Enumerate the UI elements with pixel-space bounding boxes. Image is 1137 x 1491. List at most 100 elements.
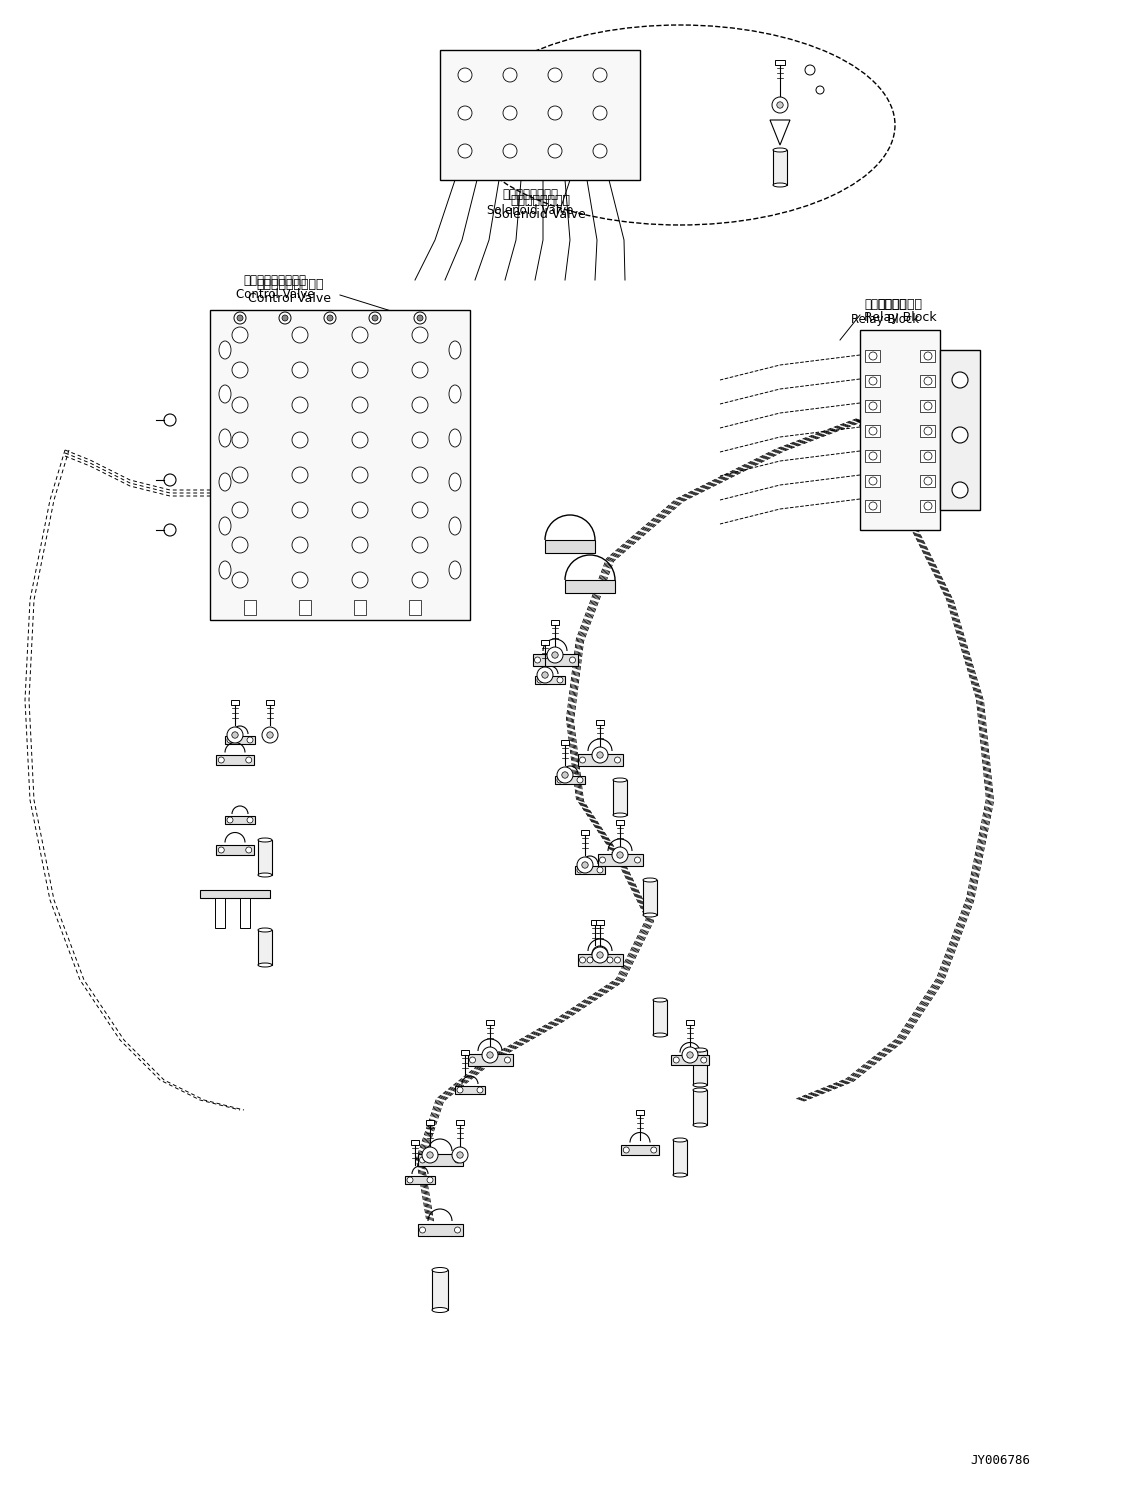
Circle shape bbox=[327, 315, 333, 321]
Bar bbox=[200, 890, 269, 898]
Circle shape bbox=[582, 862, 588, 868]
Circle shape bbox=[292, 327, 308, 343]
Circle shape bbox=[952, 426, 968, 443]
Bar bbox=[225, 816, 255, 825]
Bar bbox=[586, 956, 615, 965]
Circle shape bbox=[587, 957, 594, 963]
Circle shape bbox=[551, 652, 558, 658]
Circle shape bbox=[562, 772, 568, 778]
Bar bbox=[865, 400, 880, 412]
Bar bbox=[940, 350, 980, 510]
Circle shape bbox=[420, 1157, 425, 1163]
Bar bbox=[596, 920, 604, 924]
Bar bbox=[565, 580, 615, 592]
Ellipse shape bbox=[219, 385, 231, 403]
Ellipse shape bbox=[219, 561, 231, 579]
Circle shape bbox=[247, 737, 254, 743]
Ellipse shape bbox=[258, 963, 272, 968]
Ellipse shape bbox=[449, 473, 460, 491]
Circle shape bbox=[534, 658, 540, 663]
Circle shape bbox=[597, 751, 604, 759]
Bar bbox=[210, 310, 470, 620]
Circle shape bbox=[547, 647, 563, 663]
Circle shape bbox=[576, 777, 583, 783]
Circle shape bbox=[234, 312, 246, 324]
Bar bbox=[216, 754, 254, 765]
Circle shape bbox=[164, 474, 176, 486]
Circle shape bbox=[470, 1057, 475, 1063]
Ellipse shape bbox=[258, 838, 272, 842]
Circle shape bbox=[673, 1057, 679, 1063]
Ellipse shape bbox=[692, 1082, 707, 1087]
Ellipse shape bbox=[692, 1048, 707, 1053]
Text: Relay Block: Relay Block bbox=[850, 313, 919, 327]
Circle shape bbox=[869, 502, 877, 510]
Circle shape bbox=[700, 1057, 707, 1063]
Circle shape bbox=[236, 315, 243, 321]
Circle shape bbox=[370, 312, 381, 324]
Circle shape bbox=[412, 537, 428, 553]
Text: Relay Block: Relay Block bbox=[864, 312, 936, 325]
Circle shape bbox=[414, 312, 426, 324]
Circle shape bbox=[292, 537, 308, 553]
Bar bbox=[920, 400, 935, 412]
Circle shape bbox=[816, 86, 824, 94]
Circle shape bbox=[164, 523, 176, 535]
Circle shape bbox=[682, 1047, 698, 1063]
Circle shape bbox=[227, 728, 243, 743]
Ellipse shape bbox=[219, 341, 231, 359]
Ellipse shape bbox=[673, 1173, 687, 1176]
Bar bbox=[865, 499, 880, 511]
Circle shape bbox=[227, 737, 233, 743]
Circle shape bbox=[232, 467, 248, 483]
Circle shape bbox=[218, 847, 224, 853]
Circle shape bbox=[232, 327, 248, 343]
Circle shape bbox=[279, 312, 291, 324]
Circle shape bbox=[952, 482, 968, 498]
Bar bbox=[598, 854, 642, 866]
Bar bbox=[865, 350, 880, 362]
Bar bbox=[216, 845, 254, 854]
Circle shape bbox=[422, 1147, 438, 1163]
Circle shape bbox=[267, 732, 273, 738]
Circle shape bbox=[352, 573, 368, 587]
Bar bbox=[920, 476, 935, 488]
Ellipse shape bbox=[692, 1123, 707, 1127]
Text: JY006786: JY006786 bbox=[970, 1454, 1030, 1467]
Bar bbox=[244, 599, 256, 614]
Circle shape bbox=[352, 362, 368, 379]
Bar bbox=[920, 376, 935, 388]
Bar bbox=[231, 699, 239, 705]
Text: Control Valve: Control Valve bbox=[235, 288, 314, 301]
Circle shape bbox=[412, 397, 428, 413]
Bar bbox=[440, 51, 640, 180]
Circle shape bbox=[597, 951, 604, 959]
Circle shape bbox=[505, 1057, 511, 1063]
Circle shape bbox=[576, 857, 594, 874]
Circle shape bbox=[292, 432, 308, 447]
Circle shape bbox=[594, 69, 607, 82]
Circle shape bbox=[218, 757, 224, 763]
Circle shape bbox=[262, 728, 279, 743]
Bar bbox=[578, 754, 622, 766]
Bar bbox=[561, 740, 568, 746]
Bar bbox=[596, 720, 604, 725]
Circle shape bbox=[869, 403, 877, 410]
Bar bbox=[485, 1020, 493, 1024]
Polygon shape bbox=[770, 119, 790, 145]
Bar bbox=[555, 775, 586, 784]
Bar bbox=[636, 1109, 644, 1115]
Bar bbox=[613, 780, 626, 816]
Bar bbox=[673, 1141, 687, 1175]
Circle shape bbox=[453, 1147, 468, 1163]
Bar bbox=[536, 675, 565, 684]
Circle shape bbox=[412, 573, 428, 587]
Circle shape bbox=[324, 312, 337, 324]
Circle shape bbox=[503, 106, 517, 119]
Ellipse shape bbox=[219, 429, 231, 447]
Ellipse shape bbox=[219, 473, 231, 491]
Circle shape bbox=[232, 362, 248, 379]
Bar bbox=[865, 450, 880, 462]
Bar bbox=[432, 1270, 448, 1311]
Circle shape bbox=[557, 766, 573, 783]
